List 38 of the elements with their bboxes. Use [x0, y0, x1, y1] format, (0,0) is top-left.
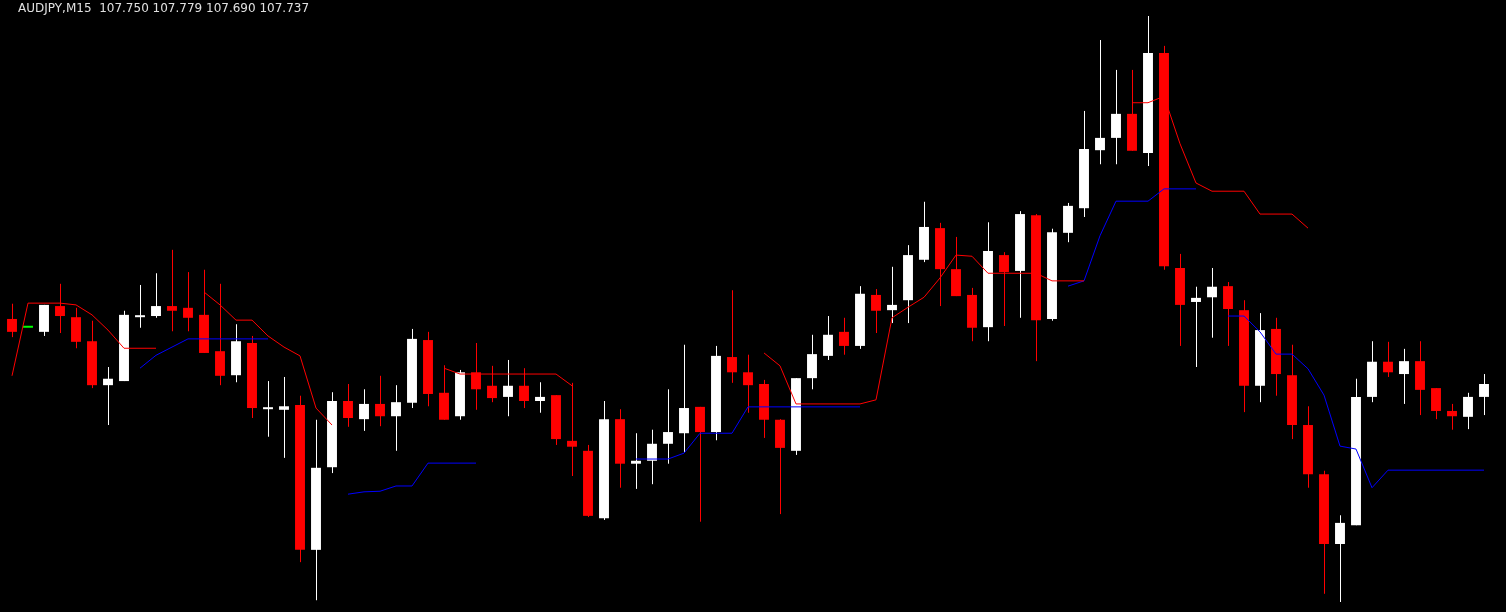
candlestick	[279, 376, 289, 459]
candlestick	[839, 317, 849, 356]
candlestick	[1335, 514, 1345, 603]
candlestick	[343, 383, 353, 428]
candlestick	[1431, 387, 1441, 420]
candlestick	[1399, 348, 1409, 405]
candlestick	[359, 388, 369, 432]
candlestick	[823, 315, 833, 361]
candlestick	[1207, 267, 1217, 339]
candlestick	[375, 375, 385, 427]
candlestick	[743, 354, 753, 414]
candlestick	[535, 381, 545, 414]
candlestick	[135, 284, 145, 329]
candlestick	[1463, 392, 1473, 430]
candlestick	[1095, 39, 1105, 165]
candlestick	[727, 289, 737, 384]
candlestick	[391, 384, 401, 452]
candlestick	[1383, 341, 1393, 378]
candlestick	[1191, 286, 1201, 368]
candlestick	[263, 380, 273, 438]
candlestick	[103, 366, 113, 426]
candlestick	[1479, 373, 1489, 416]
candlestick	[503, 359, 513, 417]
candlestick	[167, 249, 177, 332]
candlestick	[631, 432, 641, 490]
candlestick	[1223, 281, 1233, 347]
candlestick	[887, 266, 897, 324]
candlestick	[7, 303, 17, 338]
candlestick	[519, 367, 529, 409]
chart-title: AUDJPY,M15 107.750 107.779 107.690 107.737	[18, 1, 310, 15]
candlestick	[487, 365, 497, 403]
candlestick	[1447, 403, 1457, 431]
candlestick	[663, 388, 673, 465]
candlestick	[151, 272, 161, 319]
candlestick	[871, 288, 881, 334]
candlestick	[183, 271, 193, 332]
candlestick	[55, 283, 65, 334]
candlestick	[999, 251, 1009, 327]
